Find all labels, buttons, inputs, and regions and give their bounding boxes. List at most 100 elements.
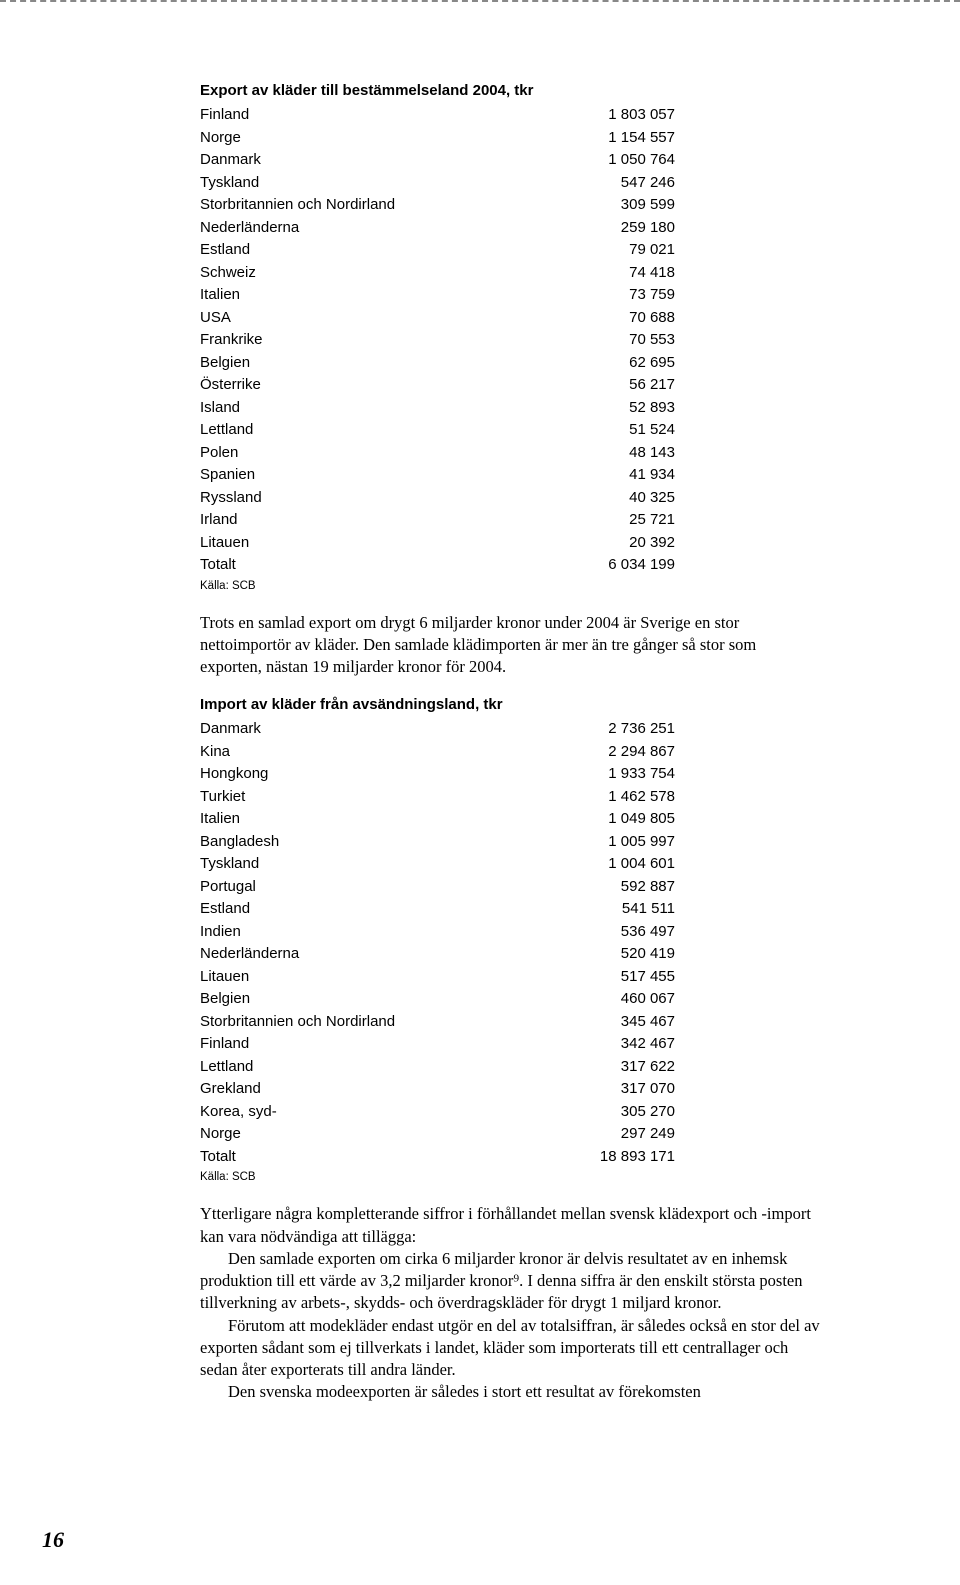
row-label: Portugal — [200, 876, 256, 899]
row-label: Litauen — [200, 966, 249, 989]
p2-line4: Den svenska modeexporten är således i st… — [200, 1381, 820, 1403]
row-label: Italien — [200, 284, 240, 307]
row-label: Italien — [200, 808, 240, 831]
row-value: 1 049 805 — [608, 808, 675, 831]
row-label: Kina — [200, 741, 230, 764]
row-value: 259 180 — [621, 217, 675, 240]
row-value: 41 934 — [629, 464, 675, 487]
row-label: Tyskland — [200, 853, 259, 876]
row-label: Tyskland — [200, 172, 259, 195]
p2-line2: Den samlade exporten om cirka 6 miljarde… — [200, 1248, 820, 1315]
table-row: Ryssland40 325 — [200, 487, 675, 510]
table-row: Nederländerna 259 180 — [200, 217, 675, 240]
row-value: 48 143 — [629, 442, 675, 465]
table-row: Schweiz 74 418 — [200, 262, 675, 285]
table-row: Portugal 592 887 — [200, 876, 675, 899]
row-label: Polen — [200, 442, 238, 465]
row-value: 305 270 — [621, 1101, 675, 1124]
table-row: Island 52 893 — [200, 397, 675, 420]
row-label: Bangladesh — [200, 831, 279, 854]
row-label: Österrike — [200, 374, 261, 397]
row-label: Nederländerna — [200, 943, 299, 966]
table-row: Italien 1 049 805 — [200, 808, 675, 831]
row-label: Frankrike — [200, 329, 263, 352]
row-label: Ryssland — [200, 487, 262, 510]
row-value: 592 887 — [621, 876, 675, 899]
table-row: Finland 1 803 057 — [200, 104, 675, 127]
table-row: Totalt 6 034 199 — [200, 554, 675, 577]
row-value: 460 067 — [621, 988, 675, 1011]
table-row: Grekland 317 070 — [200, 1078, 675, 1101]
row-value: 309 599 — [621, 194, 675, 217]
body-paragraph-1: Trots en samlad export om drygt 6 miljar… — [200, 612, 820, 679]
row-value: 1 050 764 — [608, 149, 675, 172]
table-row: Nederländerna 520 419 — [200, 943, 675, 966]
row-value: 20 392 — [629, 532, 675, 555]
table-row: Belgien 62 695 — [200, 352, 675, 375]
import-table-rows: Danmark2 736 251Kina2 294 867Hongkong1 9… — [200, 718, 675, 1168]
row-label: Norge — [200, 127, 241, 150]
table-row: Storbritannien och Nordirland309 599 — [200, 194, 675, 217]
page-content: Export av kläder till bestämmelseland 20… — [0, 2, 960, 1444]
row-label: Totalt — [200, 1146, 236, 1169]
row-value: 73 759 — [629, 284, 675, 307]
row-label: Belgien — [200, 352, 250, 375]
row-value: 1 803 057 — [608, 104, 675, 127]
table-row: Irland25 721 — [200, 509, 675, 532]
row-label: Korea, syd- — [200, 1101, 277, 1124]
table-row: Estland541 511 — [200, 898, 675, 921]
row-label: Grekland — [200, 1078, 261, 1101]
row-value: 1 462 578 — [608, 786, 675, 809]
table-row: Hongkong 1 933 754 — [200, 763, 675, 786]
table-row: Lettland51 524 — [200, 419, 675, 442]
row-value: 52 893 — [629, 397, 675, 420]
row-value: 79 021 — [629, 239, 675, 262]
row-label: Totalt — [200, 554, 236, 577]
table-row: Estland79 021 — [200, 239, 675, 262]
table-row: Norge 1 154 557 — [200, 127, 675, 150]
table-row: Indien 536 497 — [200, 921, 675, 944]
row-value: 51 524 — [629, 419, 675, 442]
row-value: 520 419 — [621, 943, 675, 966]
import-table: Import av kläder från avsändningsland, t… — [200, 696, 675, 1183]
row-label: Finland — [200, 104, 249, 127]
row-label: Irland — [200, 509, 238, 532]
table-row: Belgien460 067 — [200, 988, 675, 1011]
row-label: Turkiet — [200, 786, 245, 809]
table-row: Turkiet 1 462 578 — [200, 786, 675, 809]
row-value: 297 249 — [621, 1123, 675, 1146]
row-value: 62 695 — [629, 352, 675, 375]
row-value: 517 455 — [621, 966, 675, 989]
row-value: 74 418 — [629, 262, 675, 285]
row-label: Lettland — [200, 1056, 253, 1079]
export-table-title: Export av kläder till bestämmelseland 20… — [200, 82, 675, 99]
row-value: 1 005 997 — [608, 831, 675, 854]
row-label: Island — [200, 397, 240, 420]
export-table-source: Källa: SCB — [200, 580, 675, 592]
row-label: Indien — [200, 921, 241, 944]
paragraph-1: Trots en samlad export om drygt 6 miljar… — [200, 612, 820, 679]
row-label: Nederländerna — [200, 217, 299, 240]
table-row: Korea, syd- 305 270 — [200, 1101, 675, 1124]
import-table-title: Import av kläder från avsändningsland, t… — [200, 696, 675, 713]
import-table-source: Källa: SCB — [200, 1171, 675, 1183]
row-label: Schweiz — [200, 262, 256, 285]
table-row: Norge297 249 — [200, 1123, 675, 1146]
row-value: 317 070 — [621, 1078, 675, 1101]
table-row: Danmark2 736 251 — [200, 718, 675, 741]
row-value: 1 933 754 — [608, 763, 675, 786]
table-row: Polen 48 143 — [200, 442, 675, 465]
row-value: 317 622 — [621, 1056, 675, 1079]
row-value: 6 034 199 — [608, 554, 675, 577]
table-row: Bangladesh 1 005 997 — [200, 831, 675, 854]
row-value: 70 553 — [629, 329, 675, 352]
row-value: 536 497 — [621, 921, 675, 944]
table-row: Tyskland547 246 — [200, 172, 675, 195]
p2-line1: Ytterligare några kompletterande siffror… — [200, 1203, 820, 1248]
row-label: Litauen — [200, 532, 249, 555]
table-row: Spanien41 934 — [200, 464, 675, 487]
row-value: 18 893 171 — [600, 1146, 675, 1169]
row-label: Hongkong — [200, 763, 268, 786]
row-value: 1 154 557 — [608, 127, 675, 150]
row-value: 1 004 601 — [608, 853, 675, 876]
